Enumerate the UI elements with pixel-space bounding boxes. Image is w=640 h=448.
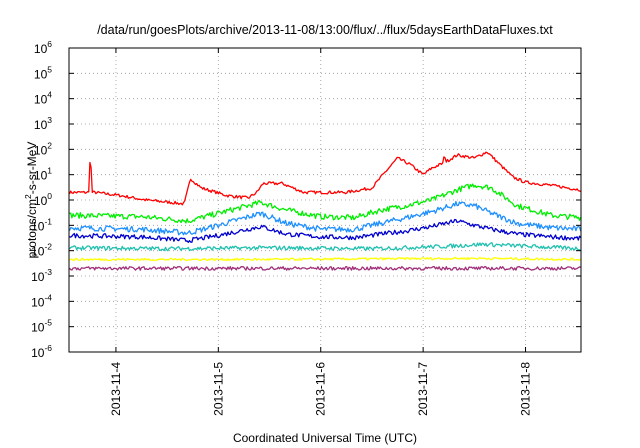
- y-tick-label-exp: -2: [44, 242, 52, 252]
- y-tick-label: 10-5: [31, 318, 52, 335]
- y-tick-label-base: 10: [34, 93, 48, 107]
- x-tick-label: 2013-11-4: [109, 362, 123, 416]
- y-axis-label: protons/cm2-s-sr-MeV: [23, 142, 39, 259]
- chart-title: /data/run/goesPlots/archive/2013-11-08/1…: [97, 23, 553, 37]
- y-tick-label: 10-3: [31, 267, 52, 284]
- y-tick-label-base: 10: [31, 245, 45, 259]
- y-axis-label-sup: 2: [23, 194, 33, 199]
- y-tick-label: 10-2: [31, 242, 52, 259]
- series-line-2: [68, 200, 582, 236]
- y-axis-label-rest: -s-sr-MeV: [25, 142, 39, 195]
- y-tick-label-exp: 4: [47, 90, 52, 100]
- x-axis-label: Coordinated Universal Time (UTC): [233, 431, 417, 445]
- y-tick-label-base: 10: [34, 67, 48, 81]
- y-tick-label-base: 10: [34, 42, 48, 56]
- y-tick-label-exp: -6: [44, 343, 52, 353]
- y-tick-label-base: 10: [34, 118, 48, 132]
- y-tick-label-exp: 6: [47, 39, 52, 49]
- y-tick-label: 10-1: [31, 216, 52, 233]
- y-tick-label: 104: [34, 90, 52, 107]
- y-tick-label-exp: -5: [44, 318, 52, 328]
- y-tick-label-exp: 1: [47, 166, 52, 176]
- series-line-4: [69, 242, 581, 252]
- y-tick-label-base: 10: [31, 270, 45, 284]
- y-tick-label: 105: [34, 64, 52, 81]
- y-tick-label-base: 10: [31, 295, 45, 309]
- x-tick-label: 2013-11-6: [314, 362, 328, 416]
- series-layer: [68, 151, 582, 271]
- x-tick-label: 2013-11-5: [211, 362, 225, 416]
- y-tick-label-exp: 2: [47, 140, 52, 150]
- series-line-6: [68, 265, 581, 271]
- y-tick-label-base: 10: [31, 321, 45, 335]
- y-tick-label: 106: [34, 39, 52, 56]
- grid: [69, 48, 581, 352]
- y-axis-label-main: protons/cm: [25, 199, 39, 258]
- y-tick-label: 102: [34, 140, 52, 157]
- y-tick-label-base: 10: [34, 194, 48, 208]
- y-tick-label: 10-4: [31, 292, 52, 309]
- x-axis: 2013-11-4 2013-11-5 2013-11-6 2013-11-7 2013…: [109, 48, 533, 416]
- y-tick-label-base: 10: [34, 143, 48, 157]
- y-tick-label-exp: 3: [47, 115, 52, 125]
- y-tick-label: 101: [34, 166, 52, 183]
- y-tick-label: 10-6: [31, 343, 52, 360]
- series-line-3: [69, 218, 582, 243]
- y-tick-label-exp: 0: [47, 191, 52, 201]
- y-axis: 10-610-510-410-310-210-11001011021031041…: [31, 39, 581, 360]
- series-line-0: [68, 151, 581, 206]
- series-line-5: [69, 256, 582, 262]
- y-tick-label: 100: [34, 191, 52, 208]
- y-tick-label-exp: -3: [44, 267, 52, 277]
- x-tick-label: 2013-11-8: [519, 362, 533, 416]
- x-tick-label: 2013-11-7: [416, 362, 430, 416]
- series-line-1: [69, 183, 582, 224]
- y-tick-label-exp: 5: [47, 64, 52, 74]
- y-tick-label-exp: -4: [44, 292, 52, 302]
- y-tick-label-base: 10: [31, 346, 45, 360]
- y-tick-label: 103: [34, 115, 52, 132]
- y-tick-label-exp: -1: [44, 216, 52, 226]
- y-tick-label-base: 10: [31, 219, 45, 233]
- y-tick-label-base: 10: [34, 169, 48, 183]
